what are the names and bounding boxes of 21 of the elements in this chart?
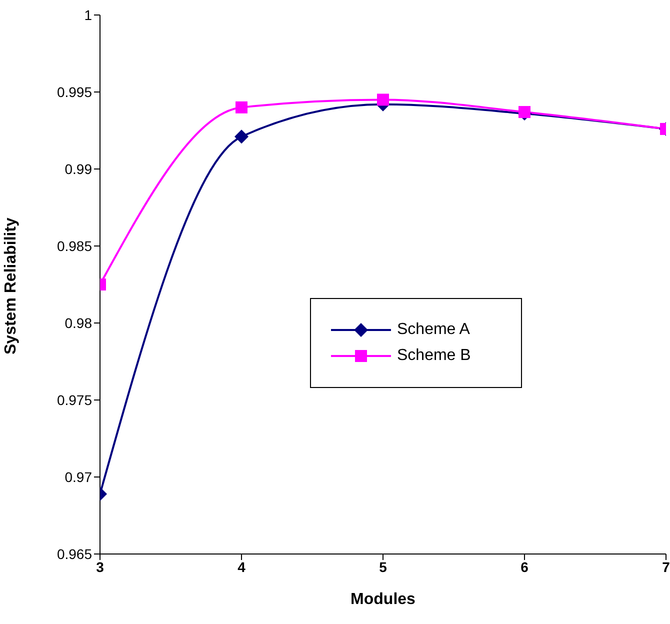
point (518, 106, 530, 118)
legend-label: Scheme A (397, 321, 470, 339)
y-tick-label: 0.99 (64, 160, 92, 177)
x-tick-label: 6 (520, 558, 529, 575)
y-tick-label: 0.97 (64, 468, 92, 485)
y-tick-label: 0.975 (56, 392, 92, 408)
x-tick-label: 5 (379, 558, 388, 575)
legend-label: Scheme B (397, 347, 471, 365)
y-tick-label: 0.985 (56, 238, 92, 254)
y-tick-label: 0.995 (56, 84, 92, 100)
point (234, 130, 248, 144)
y-tick-label: 0.98 (64, 314, 92, 331)
y-tick-label: 0.965 (56, 546, 92, 562)
y-axis-title: System Reliability (2, 217, 20, 354)
x-tick-label: 4 (238, 558, 246, 575)
point (377, 94, 389, 106)
x-axis-title: Modules (350, 591, 416, 608)
y-tick-label: 1 (84, 6, 92, 23)
point (236, 101, 248, 114)
x-tick-label: 3 (96, 558, 104, 575)
x-tick-label: 7 (662, 558, 670, 575)
